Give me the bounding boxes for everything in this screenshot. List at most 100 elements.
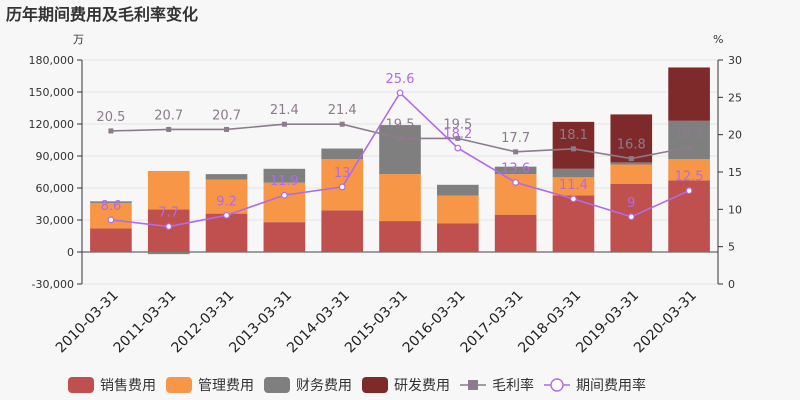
y-right-tick-label: 30 xyxy=(728,54,742,67)
data-label-毛利率: 17.7 xyxy=(501,131,530,146)
legend-swatch-研发费用[interactable] xyxy=(362,377,388,393)
point-毛利率[interactable] xyxy=(570,146,576,152)
point-期间费用率[interactable] xyxy=(107,216,115,224)
bar-销售费用[interactable] xyxy=(494,214,537,252)
data-label-期间费用率: 7.7 xyxy=(158,206,179,221)
bar-研发费用[interactable] xyxy=(552,121,595,169)
data-label-期间费用率: 12.5 xyxy=(675,170,704,185)
point-期间费用率[interactable] xyxy=(685,187,693,195)
y-left-tick-label: 120,000 xyxy=(29,118,75,131)
data-label-毛利率: 20.7 xyxy=(212,108,241,123)
y-left-tick-label: 0 xyxy=(67,246,74,259)
point-毛利率[interactable] xyxy=(455,135,461,141)
right-unit-label: % xyxy=(713,33,723,46)
bar-财务费用[interactable] xyxy=(494,166,537,175)
data-label-毛利率: 19.5 xyxy=(443,117,472,132)
bar-财务费用[interactable] xyxy=(147,252,190,255)
point-期间费用率[interactable] xyxy=(165,223,173,230)
bar-销售费用[interactable] xyxy=(90,228,132,252)
point-期间费用率[interactable] xyxy=(627,213,635,221)
data-label-毛利率: 19.5 xyxy=(386,117,415,132)
bar-研发费用[interactable] xyxy=(610,114,653,163)
y-axis-left: -30,000 0 30,000 60,000 90,000 120,000 150,000… xyxy=(29,54,83,291)
legend-label-期间费用率[interactable]: 期间费用率 xyxy=(576,377,646,394)
point-期间费用率[interactable] xyxy=(280,191,288,199)
bar-财务费用[interactable] xyxy=(205,174,248,180)
point-期间费用率[interactable] xyxy=(570,195,577,203)
bar-财务费用[interactable] xyxy=(552,168,595,178)
point-期间费用率[interactable] xyxy=(223,211,230,219)
bar-管理费用[interactable] xyxy=(263,182,306,223)
legend[interactable]: 销售费用 管理费用 财务费用 研发费用 毛利率 期间费用率 xyxy=(68,377,646,394)
bar-管理费用[interactable] xyxy=(552,177,595,196)
x-tick-label: 2020-03-31 xyxy=(631,288,700,357)
bar-管理费用[interactable] xyxy=(147,170,190,210)
y-left-tick-label: 90,000 xyxy=(36,150,75,163)
point-期间费用率[interactable] xyxy=(338,183,346,191)
y-left-tick-label: -30,000 xyxy=(32,278,74,291)
legend-label-管理费用[interactable]: 管理费用 xyxy=(198,378,254,394)
bar-财务费用[interactable] xyxy=(379,125,421,175)
legend-label-财务费用[interactable]: 财务费用 xyxy=(296,378,352,394)
bar-销售费用[interactable] xyxy=(205,213,248,252)
bar-财务费用[interactable] xyxy=(437,184,479,196)
legend-swatch-销售费用[interactable] xyxy=(68,377,94,393)
point-毛利率[interactable] xyxy=(513,149,519,155)
bar-财务费用[interactable] xyxy=(90,201,132,203)
bar-研发费用[interactable] xyxy=(668,67,710,121)
point-期间费用率[interactable] xyxy=(454,144,462,152)
data-label-期间费用率: 13 xyxy=(334,166,351,181)
legend-label-研发费用[interactable]: 研发费用 xyxy=(394,378,450,394)
bar-销售费用[interactable] xyxy=(437,223,479,252)
bar-管理费用[interactable] xyxy=(379,174,421,222)
point-毛利率[interactable] xyxy=(628,156,634,162)
point-毛利率[interactable] xyxy=(686,144,692,150)
data-label-毛利率: 21.4 xyxy=(270,103,299,118)
bar-销售费用[interactable] xyxy=(552,195,595,252)
bar-管理费用[interactable] xyxy=(668,159,710,181)
lines: 20.5 20.7 20.7 21.4 21.4 19.5 19.5 17.7 18.1 16.8… xyxy=(96,72,704,230)
point-毛利率[interactable] xyxy=(281,121,287,127)
point-毛利率[interactable] xyxy=(339,121,345,127)
bar-财务费用[interactable] xyxy=(321,148,363,160)
point-期间费用率[interactable] xyxy=(396,89,404,97)
y-left-tick-label: 180,000 xyxy=(29,54,75,67)
bar-销售费用[interactable] xyxy=(263,222,306,252)
bar-管理费用[interactable] xyxy=(205,179,248,214)
point-毛利率[interactable] xyxy=(397,135,403,141)
y-right-tick-label: 0 xyxy=(728,278,735,291)
data-label-毛利率: 20.7 xyxy=(154,108,183,123)
bar-销售费用[interactable] xyxy=(379,221,421,252)
legend-label-销售费用[interactable]: 销售费用 xyxy=(100,378,156,394)
x-axis-ticks: 2010-03-312011-03-312012-03-312013-03-31… xyxy=(53,288,700,357)
point-毛利率[interactable] xyxy=(166,126,172,132)
chart-title: 历年期间费用及毛利率变化 xyxy=(6,5,198,24)
point-期间费用率[interactable] xyxy=(512,179,520,186)
bar-财务费用[interactable] xyxy=(263,168,306,183)
left-unit-label: 万 xyxy=(73,33,84,46)
data-label-毛利率: 20.5 xyxy=(96,110,125,125)
bar-销售费用[interactable] xyxy=(147,209,190,252)
y-axis-right: 0 5 10 15 20 25 30 xyxy=(717,54,742,291)
bar-管理费用[interactable] xyxy=(90,202,132,229)
legend-swatch-财务费用[interactable] xyxy=(264,377,290,393)
bar-管理费用[interactable] xyxy=(610,164,653,184)
bar-销售费用[interactable] xyxy=(321,210,363,252)
bar-财务费用[interactable] xyxy=(610,162,653,165)
y-right-tick-label: 10 xyxy=(728,203,742,216)
legend-marker-毛利率[interactable] xyxy=(468,380,478,390)
legend-swatch-管理费用[interactable] xyxy=(166,377,192,393)
y-left-tick-label: 30,000 xyxy=(36,214,75,227)
legend-label-毛利率[interactable]: 毛利率 xyxy=(492,377,534,394)
point-毛利率[interactable] xyxy=(108,128,114,134)
data-label-毛利率: 16.8 xyxy=(617,138,646,153)
y-right-tick-label: 25 xyxy=(728,91,742,104)
bar-财务费用[interactable] xyxy=(668,120,710,160)
point-毛利率[interactable] xyxy=(224,126,230,132)
legend-marker-期间费用率[interactable] xyxy=(550,378,564,392)
data-label-毛利率: 21.4 xyxy=(328,103,357,118)
bar-管理费用[interactable] xyxy=(437,195,479,224)
bars xyxy=(90,67,710,255)
y-right-tick-label: 15 xyxy=(728,166,742,179)
